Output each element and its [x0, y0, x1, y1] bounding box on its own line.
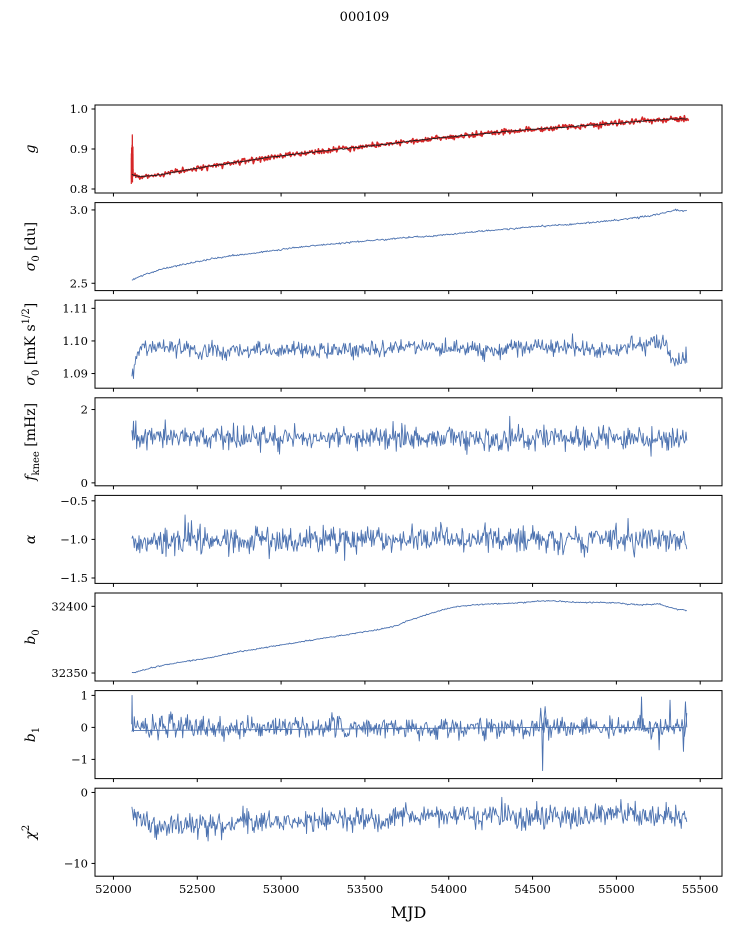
ylabel-fknee: fknee [mHz]: [23, 403, 42, 482]
xtick-label: 54500: [514, 882, 551, 896]
series-fknee-line: [131, 415, 688, 457]
ytick-label: 0: [81, 476, 88, 490]
panel-sigma0-du: 2.5 3.0 σ0 [du]: [23, 202, 723, 295]
chart-title: 000109: [339, 10, 390, 25]
panel-g: 0.8 0.9 1.0 g: [23, 102, 723, 197]
ytick-label: 0: [81, 785, 88, 799]
ytick-label: 1.09: [62, 367, 88, 381]
axes-frame-b1: [94, 690, 723, 780]
ylabel-g: g: [23, 144, 39, 153]
ytick-label: 1.11: [62, 301, 88, 315]
axes-frame-chi2: [94, 787, 723, 877]
ytick-label: 1: [81, 688, 88, 702]
ytick-label: −10: [64, 856, 88, 870]
ytick-label: −1: [71, 752, 88, 766]
series-sigma0-mK-line: [131, 333, 688, 380]
ylabel-b1: b1: [23, 727, 42, 742]
ylabel-sigma0-du: σ0 [du]: [23, 222, 42, 271]
panel-b1: −1 0 1 b1: [23, 688, 723, 783]
axes-frame-sigma0-mK: [94, 299, 723, 389]
series-gain-start-spike: [130, 134, 134, 185]
ytick-label: 2: [81, 403, 88, 417]
series-alpha-line: [131, 514, 688, 561]
ytick-label: 1.0: [70, 102, 88, 116]
series-chi2-line: [131, 796, 688, 842]
ytick-label: 0: [81, 720, 88, 734]
ytick-label: −0.5: [60, 494, 88, 508]
axes-frame-b0: [94, 592, 723, 682]
panel-b0: 32350 32400 b0: [23, 592, 723, 685]
xtick-label: 52000: [95, 882, 132, 896]
ylabel-b0: b0: [23, 629, 42, 644]
panel-sigma0-mK: 1.09 1.10 1.11 σ0 [mK s1/2]: [21, 299, 723, 392]
ytick-label: 3.0: [70, 203, 88, 217]
xtick-label: 55500: [682, 882, 719, 896]
series-gain-red: [131, 114, 688, 180]
ylabel-chi2: χ2: [21, 825, 39, 841]
series-gain-fit-black: [131, 118, 687, 178]
axes-frame-fknee: [94, 397, 723, 487]
ylabel-sigma0-mK: σ0 [mK s1/2]: [21, 303, 42, 386]
ytick-label: 32400: [51, 599, 88, 613]
ytick-label: −1.5: [60, 571, 88, 585]
panel-fknee: 0 2 fknee [mHz]: [23, 397, 723, 490]
ytick-label: 0.9: [70, 142, 88, 156]
axes-frame-g: [94, 104, 723, 194]
ytick-label: −1.0: [60, 532, 88, 546]
ytick-label: 1.10: [62, 334, 88, 348]
axes-frame-sigma0-du: [94, 202, 723, 292]
ytick-label: 32350: [51, 666, 88, 680]
x-axis-label: MJD: [390, 903, 427, 922]
series-sigma0-du-line: [131, 208, 687, 281]
xtick-label: 54000: [430, 882, 467, 896]
series-b1-line: [131, 707, 688, 742]
series-b1-spikes: [131, 694, 688, 772]
xtick-label: 55000: [598, 882, 635, 896]
ytick-label: 0.8: [70, 182, 88, 196]
ylabel-alpha: α: [23, 534, 39, 544]
series-b0-line: [131, 600, 687, 674]
ytick-label: 2.5: [70, 276, 88, 290]
xtick-label: 53000: [263, 882, 300, 896]
panel-chi2: 0 −10 52000 52500 53000 53500 54000 54500 55000 5…: [21, 785, 723, 896]
panel-alpha: −0.5 −1.0 −1.5 α: [23, 494, 723, 587]
xtick-label: 53500: [347, 882, 384, 896]
xtick-label: 52500: [179, 882, 216, 896]
